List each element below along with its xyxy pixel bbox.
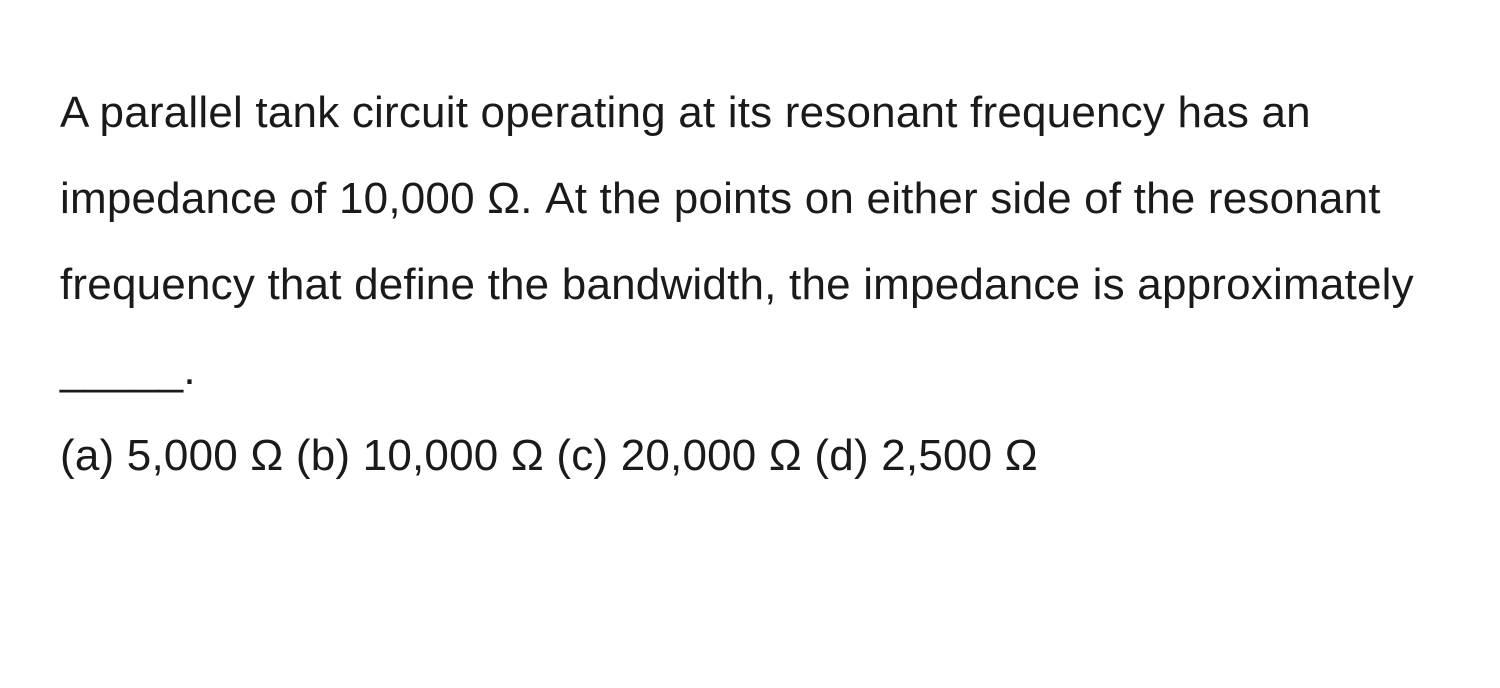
question-stem: A parallel tank circuit operating at its… xyxy=(60,70,1440,413)
answer-options: (a) 5,000 Ω (b) 10,000 Ω (c) 20,000 Ω (d… xyxy=(60,413,1440,499)
question-container: A parallel tank circuit operating at its… xyxy=(0,0,1500,559)
